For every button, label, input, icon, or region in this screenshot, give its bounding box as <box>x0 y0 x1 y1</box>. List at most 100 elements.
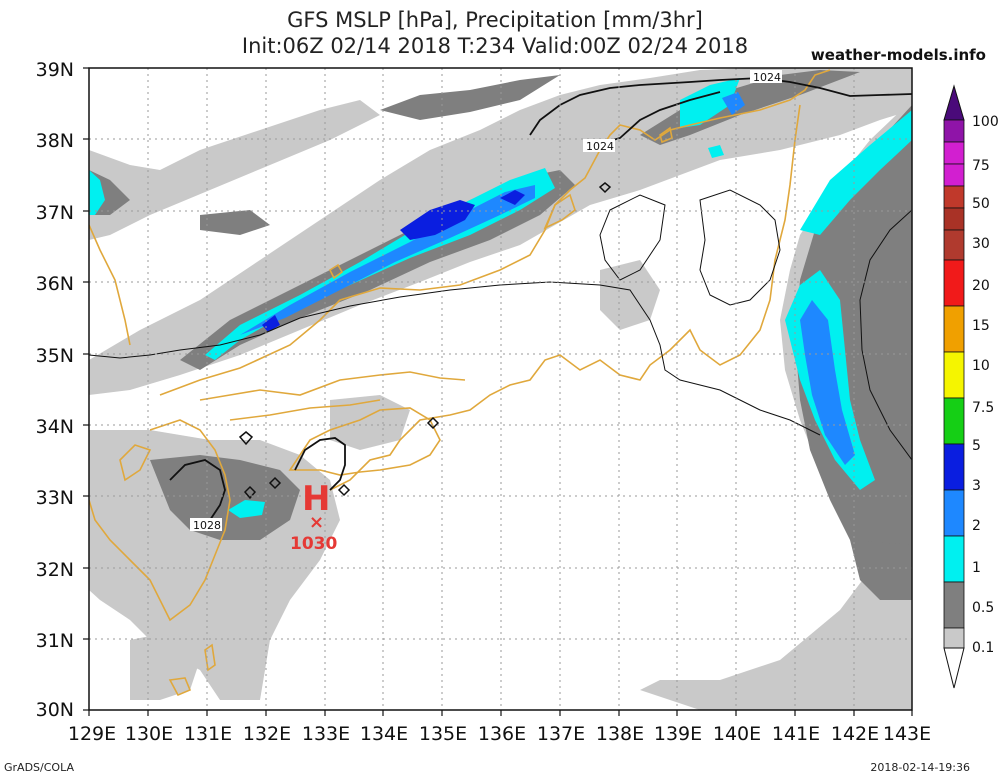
legend-top-arrow <box>943 84 965 121</box>
marker-diamond-4 <box>243 485 257 500</box>
precip-blue-areas <box>240 92 855 465</box>
footer-timestamp: 2018-02-14-19:36 <box>870 761 970 774</box>
site-credit: weather-models.info <box>810 46 986 64</box>
isobar-label-1028: 1028 <box>193 519 221 532</box>
grid-lines <box>89 68 912 710</box>
legend-label: 1 <box>972 560 981 576</box>
legend-swatch <box>943 581 965 629</box>
legend <box>943 84 965 689</box>
lat-label: 31N <box>36 630 74 652</box>
high-symbol: H <box>302 479 330 519</box>
coast-inland-sea <box>199 371 466 421</box>
isobar-label-1024-top: 1024 <box>753 71 781 84</box>
legend-label: 2 <box>972 518 981 534</box>
iso-thin-north <box>89 281 821 436</box>
coast-sado <box>659 126 673 144</box>
lon-label: 138E <box>596 723 644 745</box>
lat-label: 37N <box>36 202 74 224</box>
precip-mid-band-ne2 <box>380 75 560 120</box>
legend-label: 100 <box>972 114 999 130</box>
precip-cyan-ne-edge <box>800 110 912 235</box>
iso-high-shikoku <box>294 437 346 491</box>
iso-thin-mid <box>599 194 666 281</box>
lon-label: 136E <box>478 723 526 745</box>
precip-cyan-nw-edge <box>89 170 105 215</box>
legend-swatch <box>943 489 965 537</box>
precip-blue-ne <box>722 92 745 115</box>
legend-label: 0.5 <box>972 600 994 616</box>
legend-swatch <box>943 443 965 491</box>
legend-swatch <box>943 627 965 649</box>
coast-kyushu <box>89 419 231 622</box>
precip-mid-kyushu <box>150 455 300 540</box>
lat-label: 35N <box>36 345 74 367</box>
legend-swatch <box>943 141 965 165</box>
lon-label: 140E <box>713 723 761 745</box>
iso-thin-far-east <box>859 209 912 461</box>
map-title-line1: GFS MSLP [hPa], Precipitation [mm/3hr] <box>287 8 703 32</box>
precip-cyan-ne-tiny <box>708 145 724 158</box>
legend-swatch <box>943 207 965 231</box>
lon-label: 134E <box>360 723 408 745</box>
precip-cyan-ne-blob <box>680 78 740 128</box>
lat-label: 38N <box>36 130 74 152</box>
lat-label: 34N <box>36 416 74 438</box>
iso-1024-north-top-line <box>529 77 912 136</box>
precip-light-south <box>130 630 200 700</box>
legend-label: 30 <box>972 236 990 252</box>
legend-swatch <box>943 163 965 187</box>
lat-label: 33N <box>36 487 74 509</box>
lat-label: 36N <box>36 273 74 295</box>
legend-swatch <box>943 535 965 583</box>
legend-swatch <box>943 259 965 307</box>
legend-label: 3 <box>972 478 981 494</box>
legend-labels: 100 75 50 30 20 15 10 7.5 5 3 2 1 0.5 0.… <box>972 114 999 656</box>
lon-label: 129E <box>68 723 116 745</box>
coast-oki <box>328 263 344 280</box>
legend-swatch <box>943 185 965 209</box>
lon-label: 131E <box>184 723 232 745</box>
precip-cyan-kyushu <box>228 500 265 518</box>
lon-label: 130E <box>125 723 173 745</box>
coast-shikoku <box>288 407 441 476</box>
lon-label: 143E <box>883 723 931 745</box>
marker-diamond-2 <box>426 416 440 430</box>
legend-label: 75 <box>972 158 990 174</box>
lat-label: 32N <box>36 559 74 581</box>
legend-swatch <box>943 351 965 399</box>
legend-label: 10 <box>972 358 990 374</box>
legend-swatch <box>943 397 965 445</box>
legend-label: 0.1 <box>972 640 994 656</box>
legend-label: 7.5 <box>972 400 994 416</box>
lat-label: 30N <box>36 699 74 721</box>
marker-diamond-6 <box>598 182 612 194</box>
legend-swatch <box>943 305 965 353</box>
precip-dark-band-north2 <box>500 190 525 205</box>
lon-label: 142E <box>831 723 879 745</box>
precip-mid-southeast <box>850 540 912 600</box>
isobar-labels: 1024 1024 1028 <box>190 70 782 532</box>
high-pressure-center: H × 1030 <box>290 479 337 554</box>
legend-swatch <box>943 229 965 261</box>
precip-light-nw <box>89 100 380 240</box>
footer-credit: GrADS/COLA <box>4 761 74 774</box>
iso-thin-east <box>699 189 781 306</box>
precip-blue-east <box>800 300 855 465</box>
lon-label: 135E <box>419 723 467 745</box>
precip-light-southeast <box>640 530 912 710</box>
lon-label: 141E <box>772 723 820 745</box>
lon-label: 137E <box>537 723 585 745</box>
lon-label: 132E <box>243 723 291 745</box>
legend-label: 20 <box>972 278 990 294</box>
coast-honshu-east <box>329 104 801 491</box>
legend-label: 5 <box>972 438 981 454</box>
marker-diamond-3 <box>337 483 351 497</box>
longitude-labels: 129E 130E 131E 132E 133E 134E 135E 136E … <box>68 723 931 745</box>
precip-blue-band-north <box>240 185 535 335</box>
small-markers <box>238 182 612 500</box>
lat-label: 39N <box>36 59 74 81</box>
high-center-mark: × <box>309 512 324 533</box>
iso-1028-kyushu-line <box>169 459 226 523</box>
marker-diamond-5 <box>268 476 282 490</box>
